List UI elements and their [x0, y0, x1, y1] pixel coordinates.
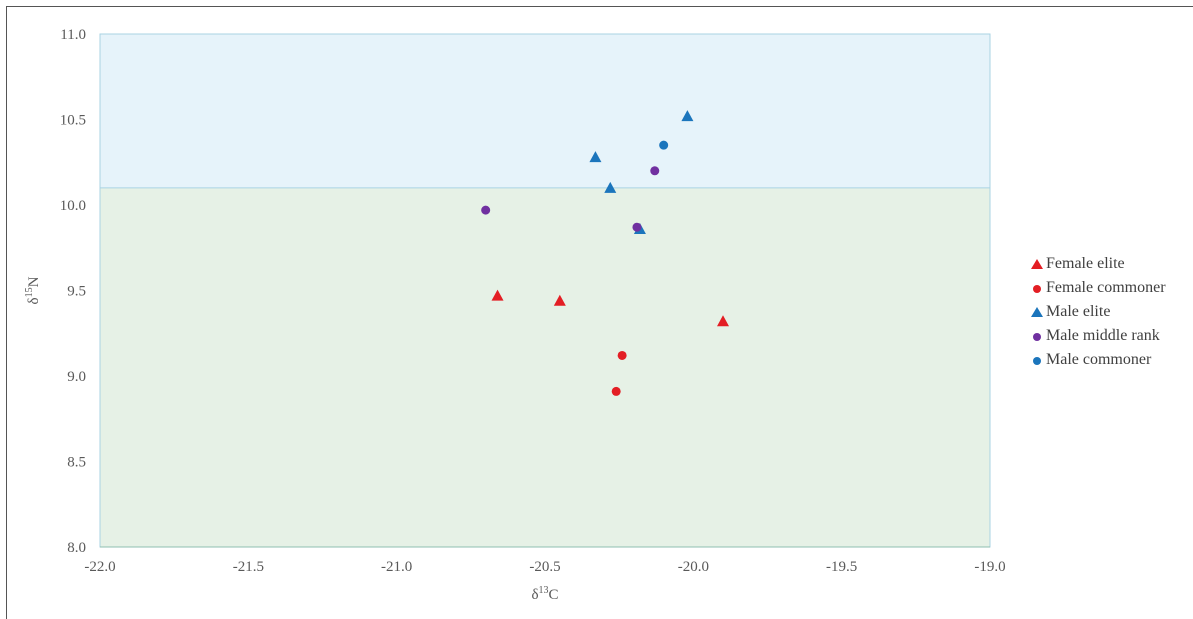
y-tick-label: 8.0 — [67, 540, 86, 556]
y-tick-label: 10.5 — [60, 113, 86, 129]
legend: Female elite Female commoner Male elite Mal… — [1030, 252, 1166, 372]
x-tick-label: -20.5 — [529, 559, 560, 575]
point-female-elite — [491, 289, 504, 301]
y-tick-label: 9.0 — [67, 369, 86, 385]
point-male-commoner — [659, 140, 669, 150]
legend-label-male-commoner: Male commoner — [1046, 351, 1152, 368]
point-male-elite — [681, 110, 694, 122]
point-female-commoner — [611, 386, 621, 396]
legend-label-male-middle-rank: Male middle rank — [1046, 327, 1160, 344]
data-points — [481, 110, 729, 396]
point-male-elite — [589, 151, 602, 163]
legend-marker-male-middle-rank — [1033, 333, 1041, 341]
legend-marker-female-elite — [1031, 259, 1043, 269]
y-tick-label: 9.5 — [67, 284, 86, 300]
x-tick-label: -21.5 — [233, 559, 264, 575]
point-male-elite — [604, 181, 617, 193]
legend-label-female-commoner: Female commoner — [1046, 279, 1166, 296]
legend-marker-female-commoner — [1033, 285, 1041, 293]
legend-label-female-elite: Female elite — [1046, 255, 1125, 272]
band-1 — [100, 187, 990, 547]
band-0 — [100, 34, 990, 188]
legend-marker-male-elite — [1031, 307, 1043, 317]
point-female-elite — [717, 315, 729, 327]
y-tick-label: 11.0 — [60, 27, 86, 43]
x-tick-label: -22.0 — [84, 559, 115, 575]
legend-label-male-elite: Male elite — [1046, 303, 1111, 320]
legend-item-female-commoner: Female commoner — [1030, 276, 1166, 300]
background-bands — [100, 34, 990, 547]
plot-area — [99, 33, 991, 548]
x-tick-label: -21.0 — [381, 559, 412, 575]
x-tick-label: -20.0 — [678, 559, 709, 575]
y-axis-title: δ15N — [24, 276, 42, 304]
x-axis-ticks: -22.0 -21.5 -21.0 -20.5 -20.0 -19.5 -19.0 — [84, 559, 1005, 575]
y-tick-label: 8.5 — [67, 455, 86, 471]
x-tick-label: -19.0 — [974, 559, 1005, 575]
point-male-middle-rank — [632, 222, 642, 232]
y-tick-label: 10.0 — [60, 198, 86, 214]
point-female-commoner — [617, 350, 627, 360]
legend-item-male-commoner: Male commoner — [1030, 348, 1166, 372]
legend-marker-male-commoner — [1033, 357, 1041, 365]
x-axis-title: δ13C — [531, 585, 558, 603]
y-axis-ticks: 8.0 8.5 9.0 9.5 10.0 10.5 11.0 — [60, 27, 86, 556]
point-male-middle-rank — [650, 166, 660, 176]
legend-item-male-middle-rank: Male middle rank — [1030, 324, 1166, 348]
x-tick-label: -19.5 — [826, 559, 857, 575]
chart-frame — [6, 6, 1193, 619]
point-female-elite — [553, 294, 566, 306]
legend-item-male-elite: Male elite — [1030, 300, 1166, 324]
legend-item-female-elite: Female elite — [1030, 252, 1166, 276]
point-male-middle-rank — [481, 205, 491, 215]
